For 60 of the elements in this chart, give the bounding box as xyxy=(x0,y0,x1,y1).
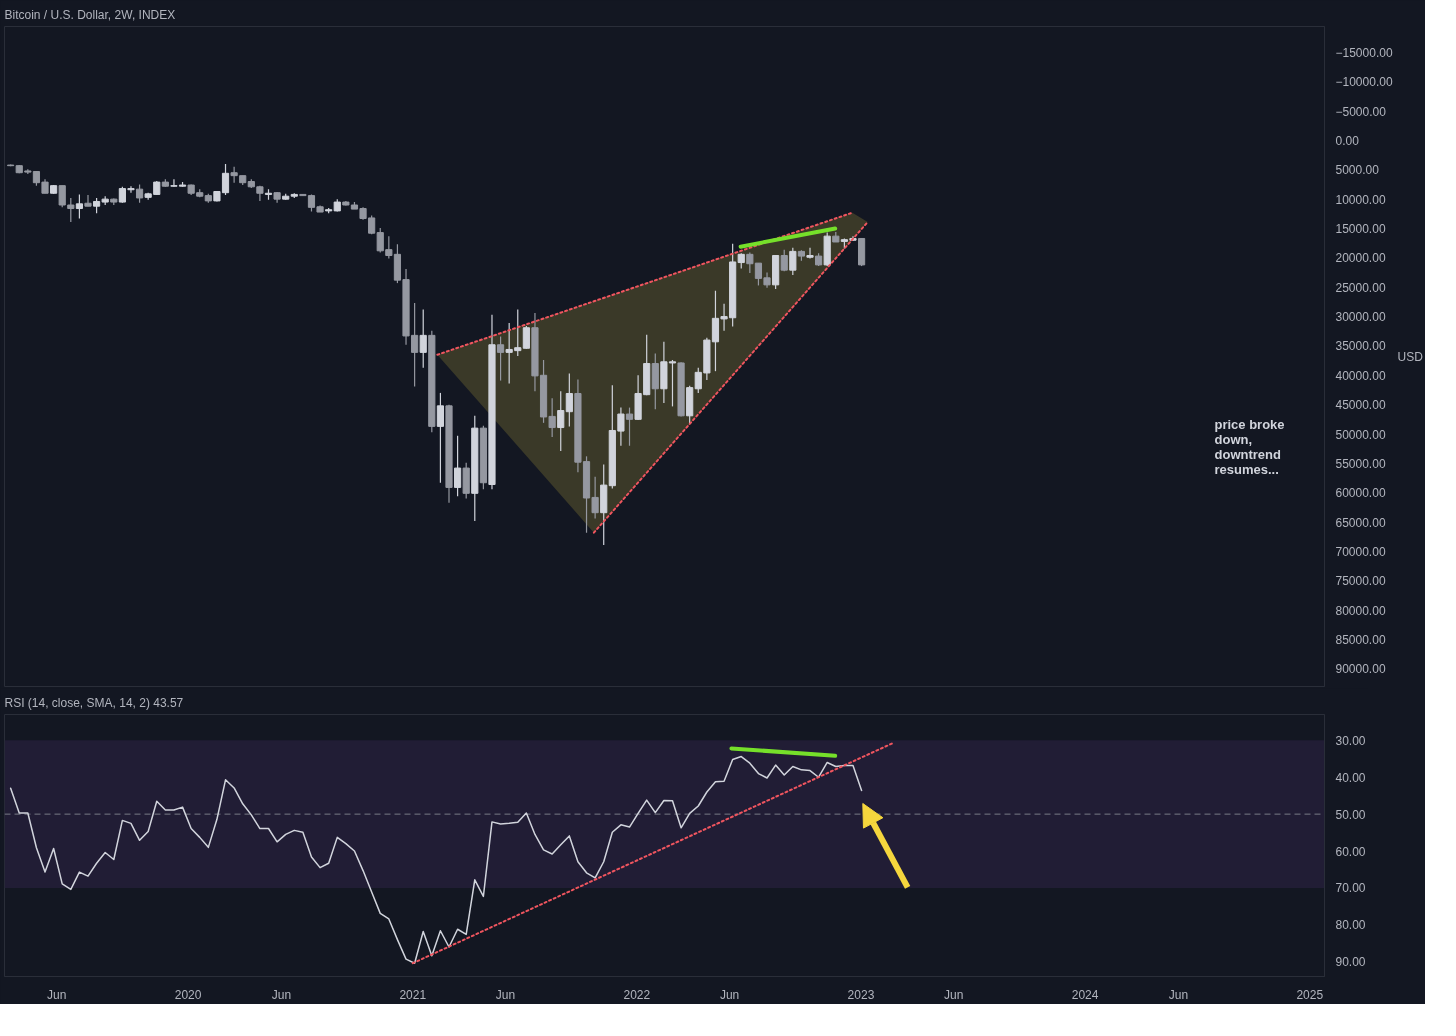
y-tick-label: 60000.00 xyxy=(1335,486,1386,501)
y-tick-label: −15000.00 xyxy=(1335,45,1393,60)
y-tick-label: 55000.00 xyxy=(1335,456,1386,471)
y-tick-label: 0.00 xyxy=(1335,133,1360,148)
y-tick-label: 40000.00 xyxy=(1335,368,1386,383)
y-tick-label: 40.00 xyxy=(1335,770,1366,785)
candlestick xyxy=(84,194,92,207)
candlestick xyxy=(436,392,444,484)
candlestick xyxy=(135,183,144,204)
x-tick-label: Jun xyxy=(719,987,740,1002)
x-tick-label: 2024 xyxy=(1071,987,1099,1002)
candlestick xyxy=(496,335,505,382)
y-tick-label: 20000.00 xyxy=(1335,251,1386,266)
y-tick-label: −5000.00 xyxy=(1335,104,1387,119)
y-tick-label: 85000.00 xyxy=(1335,633,1386,648)
chart-title: Bitcoin / U.S. Dollar, 2W, INDEX xyxy=(4,7,176,22)
y-tick-label: 45000.00 xyxy=(1335,398,1386,413)
x-tick-label: Jun xyxy=(271,987,292,1002)
x-tick-label: 2021 xyxy=(399,987,427,1002)
x-tick-label: 2025 xyxy=(1296,987,1324,1002)
y-axis-title: USD xyxy=(1397,349,1424,364)
annotation: price broke down, downtrend resumes... xyxy=(1214,416,1285,477)
y-tick-label: 25000.00 xyxy=(1335,280,1386,295)
y-tick-label: −10000.00 xyxy=(1335,75,1393,90)
y-tick-label: 50000.00 xyxy=(1335,427,1386,442)
x-tick-label: Jun xyxy=(47,987,67,1002)
candlestick xyxy=(75,193,83,220)
y-tick-label: 90.00 xyxy=(1335,955,1366,970)
candlestick xyxy=(67,197,75,223)
x-tick-label: Jun xyxy=(1168,987,1189,1002)
candlestick xyxy=(58,185,66,208)
x-tick-label: Jun xyxy=(944,987,964,1002)
candlestick xyxy=(454,435,462,497)
candlestick xyxy=(557,390,565,452)
candlestick xyxy=(565,372,573,427)
x-tick-label: 2023 xyxy=(847,987,875,1002)
y-tick-label: 35000.00 xyxy=(1335,339,1386,354)
y-tick-label: 30000.00 xyxy=(1335,310,1386,325)
candlestick xyxy=(419,308,427,369)
x-tick-label: 2022 xyxy=(623,987,651,1002)
x-tick-label: Jun xyxy=(495,987,516,1002)
y-tick-label: 70.00 xyxy=(1335,881,1366,896)
y-tick-label: 60.00 xyxy=(1335,844,1366,859)
y-tick-label: 80000.00 xyxy=(1335,603,1386,618)
candlestick xyxy=(625,406,634,447)
y-tick-label: 65000.00 xyxy=(1335,515,1386,530)
y-tick-label: 5000.00 xyxy=(1335,163,1380,178)
candlestick xyxy=(806,247,814,260)
line-series xyxy=(9,755,863,964)
y-tick-label: 50.00 xyxy=(1335,807,1366,822)
y-tick-label: 80.00 xyxy=(1335,918,1366,933)
y-tick-label: 90000.00 xyxy=(1335,662,1386,677)
candlestick xyxy=(789,247,797,276)
y-tick-label: 10000.00 xyxy=(1335,192,1386,207)
y-tick-label: 75000.00 xyxy=(1335,574,1386,589)
y-tick-label: 70000.00 xyxy=(1335,544,1386,559)
x-tick-label: 2020 xyxy=(174,987,202,1002)
chart-title: RSI (14, close, SMA, 14, 2) 43.57 xyxy=(4,695,184,710)
y-tick-label: 15000.00 xyxy=(1335,221,1386,236)
y-tick-label: 30.00 xyxy=(1335,733,1366,748)
